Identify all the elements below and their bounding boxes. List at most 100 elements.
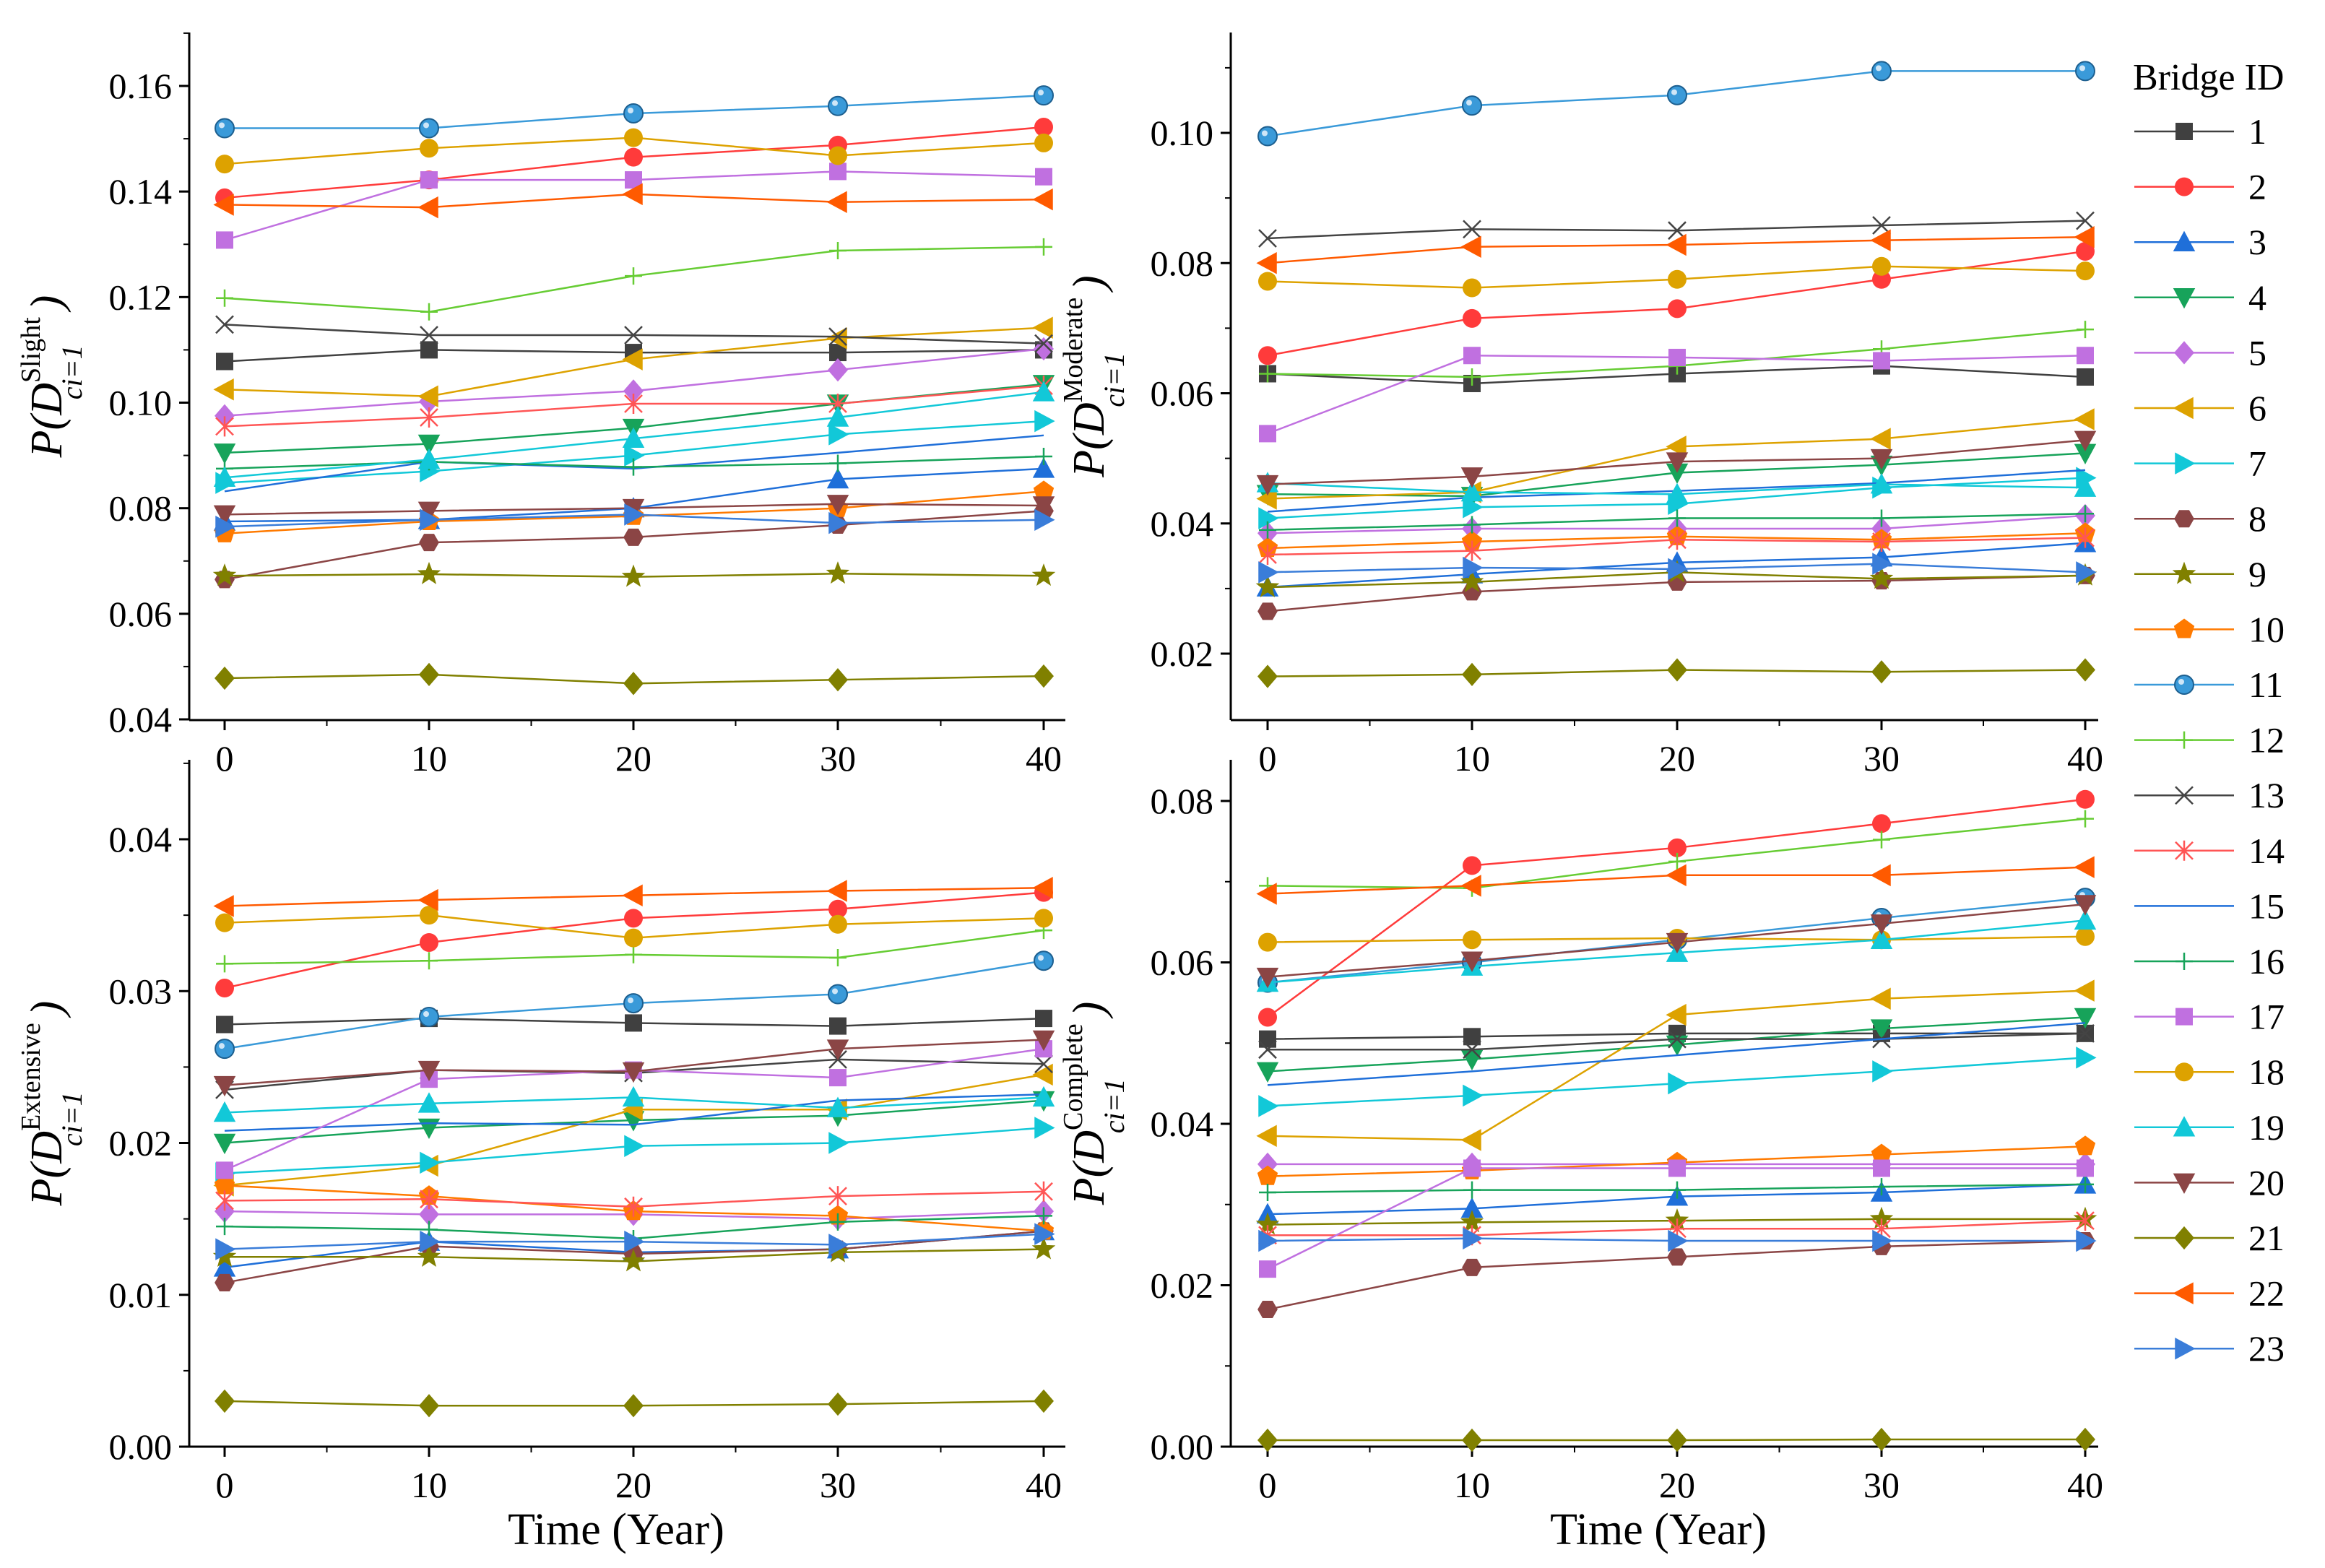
data-point-11-highlight [1038,90,1044,96]
data-point-13 [624,326,643,345]
data-point-16 [625,458,642,476]
data-point-1 [2077,368,2094,386]
legend-marker-6 [2173,397,2194,420]
legend-item-14: 14 [2134,831,2285,871]
series-14 [215,1181,1053,1217]
data-point-23 [624,503,645,526]
legend-label: 16 [2248,941,2285,982]
data-point-19 [622,1086,645,1107]
x-tick-label: 0 [1259,738,1277,779]
y-tick-label: 0.00 [109,1426,173,1467]
legend-item-17: 17 [2134,997,2285,1037]
data-point-11-highlight [219,1043,225,1049]
data-point-20 [1870,914,1893,935]
data-point-20 [213,505,236,527]
x-tick-label: 40 [2067,738,2103,779]
data-point-2 [1668,838,1687,857]
data-point-23 [1034,508,1055,532]
series-23 [1258,1227,2097,1252]
data-point-21 [1034,1389,1054,1413]
legend-item-10: 10 [2134,609,2285,649]
series-20 [213,1030,1055,1097]
data-point-18 [420,906,438,925]
y-label-prefix: P(D [22,1131,72,1206]
data-point-12 [2077,810,2094,828]
series-18 [215,906,1053,948]
legend-marker-2 [2175,177,2194,196]
x-tick-label: 40 [2067,1465,2103,1505]
data-point-18 [1872,256,1891,276]
series-12 [1259,810,2094,897]
data-point-9 [1869,566,1894,589]
y-tick-label: 0.02 [1151,633,1214,674]
legend-label: 19 [2248,1107,2285,1148]
data-point-18 [624,128,643,147]
data-point-22 [213,194,234,216]
data-point-2 [1463,308,1481,328]
series-20 [1256,430,2097,496]
data-point-22 [1460,875,1481,897]
data-point-12 [625,945,642,963]
data-point-17 [1463,1159,1481,1177]
data-point-19 [213,1101,236,1122]
y-tick-label: 0.14 [109,171,173,212]
series-21 [1257,658,2095,688]
legend-marker-4 [2173,288,2196,309]
series-19 [213,1086,1055,1122]
legend-marker-18 [2175,1062,2194,1082]
data-point-18 [1668,269,1687,289]
y-axis-label: P(DSlight ci=1) [16,295,88,459]
data-point-11 [623,103,644,124]
legend-label: 23 [2248,1328,2285,1369]
data-point-13 [420,326,438,345]
series-17 [1259,347,2094,443]
data-point-6 [1666,1003,1687,1026]
legend-label: 7 [2248,443,2266,484]
data-point-19 [826,1096,849,1117]
data-point-20 [1460,951,1484,972]
legend-item-23: 23 [2134,1328,2285,1369]
data-point-20 [1870,449,1893,470]
legend-marker-9 [2172,561,2196,584]
legend-label: 14 [2248,831,2285,871]
data-point-7 [2076,1047,2097,1069]
data-point-23 [1872,1229,1893,1252]
data-point-17 [1668,348,1686,366]
data-point-16 [1463,1181,1481,1199]
data-point-11 [2075,61,2095,82]
data-point-6 [1032,1063,1053,1086]
data-point-16 [1259,1183,1276,1201]
data-point-4 [1666,1035,1689,1057]
data-point-22 [417,196,438,219]
data-point-22 [2074,225,2095,248]
data-point-7 [1034,410,1055,433]
data-point-19 [213,466,236,488]
x-tick-label: 0 [216,738,234,779]
series-13 [1258,211,2095,248]
data-point-22 [1666,233,1687,256]
data-point-22 [1870,229,1891,251]
series-7 [215,1117,1055,1184]
data-point-11 [1034,950,1054,971]
y-tick-label: 0.04 [109,699,173,740]
data-point-4 [2074,1008,2097,1029]
data-point-17 [1873,1159,1890,1177]
data-point-21 [2075,658,2095,682]
data-point-9 [417,561,441,584]
legend-marker-1 [2175,123,2193,140]
y-label-subscript: ci=1 [56,345,88,399]
data-point-6 [1870,987,1891,1010]
legend-item-5: 5 [2134,332,2266,373]
legend-label: 11 [2248,664,2283,705]
data-point-7 [828,423,849,446]
data-point-20 [826,495,849,516]
data-point-10 [1257,1165,1278,1185]
legend: Bridge ID 123456789101112131415161718192… [2133,57,2285,1369]
data-point-2 [624,909,643,928]
data-point-2 [1872,814,1891,833]
series-17 [216,163,1052,249]
x-tick-label: 0 [216,1465,234,1505]
data-point-1 [216,352,233,371]
data-point-11 [419,1006,439,1027]
data-point-22 [1870,864,1891,887]
